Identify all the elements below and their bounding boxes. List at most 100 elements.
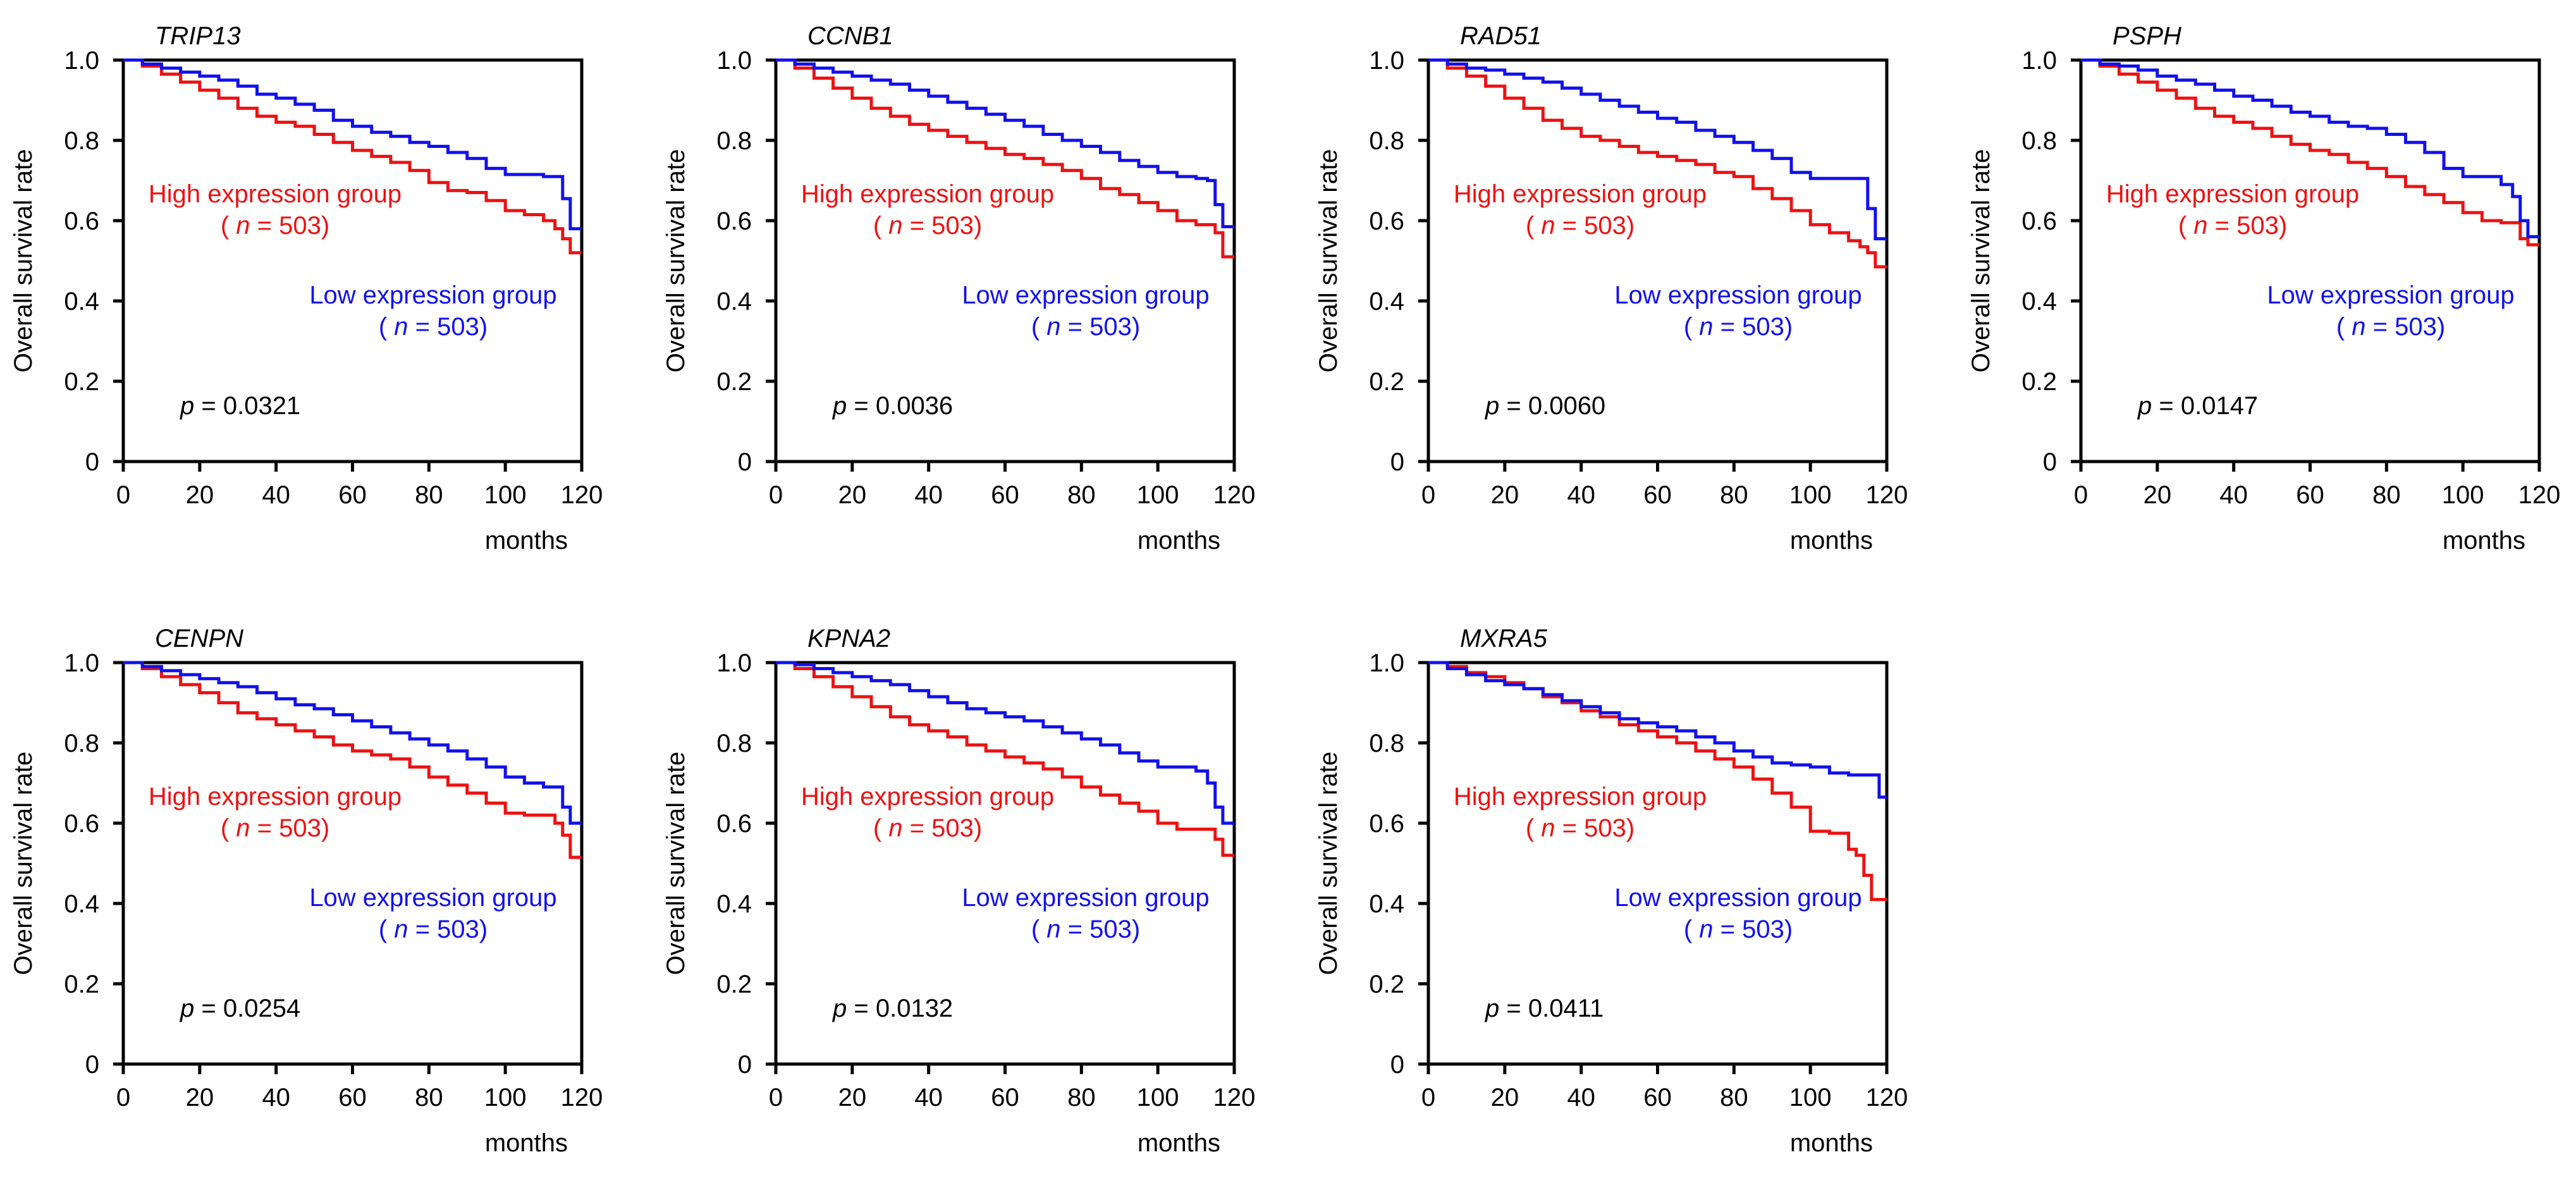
y-tick-label: 0	[85, 1051, 99, 1079]
p-value: p = 0.0411	[1485, 995, 1604, 1022]
y-tick-label: 1.0	[1369, 47, 1404, 75]
low-group-n: ( n = 503)	[379, 915, 488, 943]
x-tick-label: 80	[1067, 1084, 1096, 1111]
x-tick-label: 80	[415, 1084, 443, 1111]
x-tick-label: 80	[415, 481, 443, 509]
y-axis-label: Overall survival rate	[662, 149, 690, 372]
y-tick-label: 0.6	[1369, 810, 1404, 838]
x-axis-label: months	[485, 527, 568, 554]
y-axis-label: Overall survival rate	[1967, 149, 1995, 372]
y-tick-label: 1.0	[64, 649, 99, 677]
x-tick-label: 40	[914, 481, 943, 509]
x-tick-label: 60	[338, 1084, 367, 1111]
x-tick-label: 60	[991, 481, 1019, 509]
x-tick-label: 120	[1213, 1084, 1256, 1111]
high-group-n: ( n = 503)	[1526, 212, 1635, 240]
y-tick-label: 1.0	[1369, 649, 1404, 677]
x-axis-label: months	[1790, 1129, 1873, 1157]
x-axis-label: months	[1138, 1129, 1220, 1157]
y-tick-label: 0.6	[64, 207, 99, 235]
low-group-n: ( n = 503)	[1031, 915, 1140, 943]
y-tick-label: 0.4	[64, 890, 99, 918]
y-tick-label: 0.4	[64, 288, 99, 315]
km-panel-trip13: TRIP13 0 20 40 60 80 100 120 0 0.2 0.4 0.6 0.8 1.0 mon…	[9, 22, 603, 554]
y-tick-label: 0	[2043, 448, 2057, 476]
x-tick-label: 120	[1866, 1084, 1908, 1111]
y-axis-label: Overall survival rate	[1315, 149, 1342, 372]
y-tick-label: 0.2	[716, 368, 752, 396]
y-tick-label: 0.2	[716, 971, 752, 998]
x-axis-label: months	[1138, 527, 1220, 554]
low-group-n: ( n = 503)	[1684, 313, 1793, 341]
low-group-label: Low expression group	[1614, 884, 1861, 912]
low-expression-curve	[776, 661, 1234, 825]
km-panel-kpna2: KPNA2 0 20 40 60 80 100 120 0 0.2 0.4 0.6 0.8 1.0 mont…	[662, 625, 1255, 1157]
low-expression-curve	[776, 58, 1234, 228]
x-tick-label: 60	[991, 1084, 1019, 1111]
y-tick-label: 0.6	[716, 810, 752, 838]
high-group-label: High expression group	[149, 180, 402, 208]
y-axis-label: Overall survival rate	[9, 752, 37, 975]
x-tick-label: 100	[484, 481, 527, 509]
km-panel-ccnb1: CCNB1 0 20 40 60 80 100 120 0 0.2 0.4 0.6 0.8 1.0 mont…	[662, 22, 1255, 554]
x-tick-label: 80	[1720, 1084, 1748, 1111]
x-tick-label: 120	[561, 1084, 603, 1111]
x-tick-label: 40	[262, 1084, 290, 1111]
y-tick-label: 0.8	[716, 730, 752, 757]
low-group-n: ( n = 503)	[2336, 313, 2445, 341]
y-tick-label: 0.6	[64, 810, 99, 838]
x-tick-label: 0	[769, 481, 783, 509]
high-group-label: High expression group	[1454, 180, 1707, 208]
x-tick-label: 100	[1137, 481, 1179, 509]
y-tick-label: 0	[1390, 1051, 1404, 1079]
x-tick-label: 100	[1789, 481, 1832, 509]
x-tick-label: 60	[1643, 481, 1672, 509]
y-tick-label: 0	[1390, 448, 1404, 476]
high-group-n: ( n = 503)	[221, 212, 329, 240]
high-group-label: High expression group	[801, 783, 1054, 811]
y-axis-label: Overall survival rate	[9, 149, 37, 372]
y-tick-label: 0	[738, 1051, 752, 1079]
y-tick-label: 0.8	[1369, 730, 1404, 757]
p-value: p = 0.0254	[180, 995, 300, 1022]
high-group-n: ( n = 503)	[873, 814, 982, 842]
y-tick-label: 0.6	[2021, 207, 2057, 235]
km-panel-mxra5: MXRA5 0 20 40 60 80 100 120 0 0.2 0.4 0.6 0.8 1.0 mont…	[1315, 625, 1908, 1157]
high-expression-curve	[2081, 58, 2539, 247]
high-group-n: ( n = 503)	[1526, 814, 1635, 842]
low-group-n: ( n = 503)	[1684, 915, 1793, 943]
high-group-label: High expression group	[801, 180, 1054, 208]
y-tick-label: 0.4	[716, 890, 752, 918]
y-tick-label: 0.4	[716, 288, 752, 315]
x-tick-label: 0	[2074, 481, 2088, 509]
km-panel-rad51: RAD51 0 20 40 60 80 100 120 0 0.2 0.4 0.6 0.8 1.0 mont…	[1315, 22, 1908, 554]
x-tick-label: 100	[484, 1084, 527, 1111]
x-tick-label: 60	[338, 481, 367, 509]
low-expression-curve	[2081, 58, 2539, 238]
high-expression-curve	[1428, 58, 1887, 269]
y-tick-label: 0.8	[1369, 127, 1404, 155]
high-group-n: ( n = 503)	[2178, 212, 2287, 240]
x-tick-label: 120	[2518, 481, 2561, 509]
y-tick-label: 0	[738, 448, 752, 476]
y-tick-label: 0.2	[1369, 971, 1404, 998]
low-group-n: ( n = 503)	[1031, 313, 1140, 341]
x-tick-label: 40	[1567, 481, 1595, 509]
low-group-label: Low expression group	[962, 884, 1209, 912]
x-tick-label: 120	[1213, 481, 1256, 509]
y-tick-label: 0.8	[64, 127, 99, 155]
low-group-label: Low expression group	[2267, 281, 2514, 309]
panel-title: CCNB1	[807, 22, 893, 50]
p-value: p = 0.0147	[2137, 392, 2258, 420]
p-value: p = 0.0036	[832, 392, 953, 420]
y-tick-label: 0.2	[64, 368, 99, 396]
x-tick-label: 20	[2144, 481, 2172, 509]
low-expression-curve	[1428, 58, 1887, 241]
x-tick-label: 100	[2442, 481, 2484, 509]
panel-title: TRIP13	[155, 22, 241, 50]
p-value: p = 0.0321	[180, 392, 300, 420]
high-group-label: High expression group	[1454, 783, 1707, 811]
y-tick-label: 0.6	[1369, 207, 1404, 235]
x-axis-label: months	[485, 1129, 568, 1157]
x-tick-label: 40	[2219, 481, 2248, 509]
